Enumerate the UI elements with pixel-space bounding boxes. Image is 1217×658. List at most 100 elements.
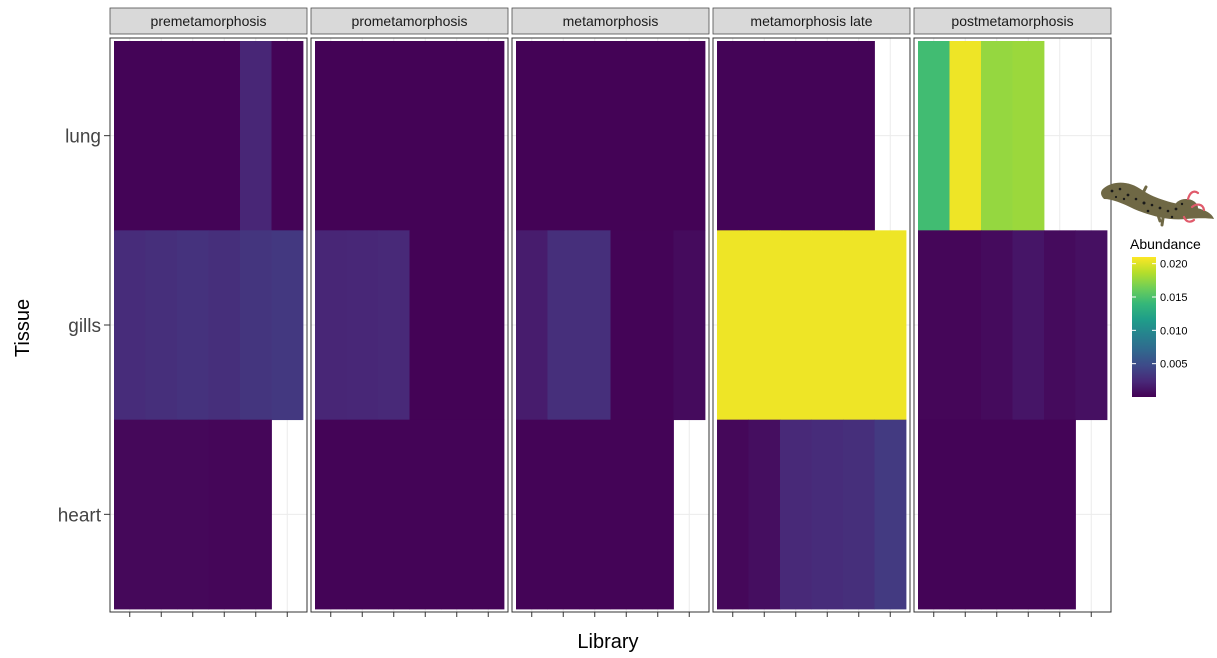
heatmap-cell-heart-2 [748, 419, 781, 610]
y-tick-label-lung: lung [65, 127, 101, 148]
panel-premetamorphosis: premetamorphosis [109, 7, 308, 617]
facet-strip-label: prometamorphosis [352, 13, 468, 29]
facet-strip [712, 7, 911, 35]
panel-border [511, 37, 710, 613]
legend-tick-label: 0.015 [1160, 292, 1188, 304]
heatmap-cell-heart-5 [240, 419, 272, 610]
heatmap-cell-heart-2 [547, 419, 580, 610]
heatmap-cell-lung-4 [610, 41, 643, 231]
legend-tick-label: 0.020 [1160, 259, 1188, 271]
heatmap-cell-gills-1 [114, 230, 146, 421]
heatmap-cell-lung-3 [579, 41, 611, 231]
facet-strip-label: postmetamorphosis [951, 13, 1073, 29]
y-tick-label-heart: heart [58, 505, 102, 526]
x-axis-title: Library [577, 631, 638, 653]
heatmap-cell-lung-3 [981, 41, 1013, 231]
heatmap-cell-gills-3 [177, 230, 209, 421]
heatmap-cell-gills-4 [409, 230, 442, 421]
heatmap-cell-gills-3 [579, 230, 611, 421]
heatmap-cell-gills-4 [208, 230, 241, 421]
heatmap-cell-heart-1 [315, 419, 347, 610]
heatmap-cell-lung-1 [315, 41, 347, 231]
heatmap-cell-lung-5 [240, 41, 272, 231]
heatmap-cell-heart-2 [346, 419, 379, 610]
heatmap-cell-heart-3 [981, 419, 1013, 610]
facet-strip-label: premetamorphosis [151, 13, 267, 29]
heatmap-cell-heart-4 [409, 419, 442, 610]
y-axis: lung gills heart [58, 127, 110, 526]
facet-strip [310, 7, 509, 35]
facet-strip [511, 7, 710, 35]
heatmap-cell-gills-6 [472, 230, 505, 421]
heatmap-cell-lung-6 [271, 41, 304, 231]
heatmap-cell-lung-2 [547, 41, 580, 231]
heatmap-cell-lung-1 [918, 41, 950, 231]
heatmap-cell-heart-4 [208, 419, 241, 610]
heatmap-cell-gills-6 [874, 230, 907, 421]
panel-border [310, 37, 509, 613]
heatmap-cell-lung-2 [346, 41, 379, 231]
heatmap-cell-gills-5 [843, 230, 875, 421]
heatmap-cell-heart-1 [114, 419, 146, 610]
heatmap-cell-lung-3 [780, 41, 812, 231]
heatmap-cell-heart-5 [642, 419, 674, 610]
heatmap-cell-heart-3 [177, 419, 209, 610]
panel-metamorphosis-late: metamorphosis late [712, 7, 911, 617]
heatmap-cell-gills-1 [516, 230, 548, 421]
heatmap-cell-lung-1 [516, 41, 548, 231]
heatmap-cell-lung-6 [673, 41, 706, 231]
heatmap-cell-gills-4 [610, 230, 643, 421]
heatmap-cell-gills-3 [981, 230, 1013, 421]
heatmap-cell-heart-6 [472, 419, 505, 610]
heatmap-cell-heart-3 [579, 419, 611, 610]
heatmap-cell-heart-1 [717, 419, 749, 610]
heatmap-cell-lung-2 [748, 41, 781, 231]
heatmap-cell-heart-4 [610, 419, 643, 610]
y-tick-label-gills: gills [68, 316, 101, 337]
heatmap-cell-lung-1 [717, 41, 749, 231]
heatmap-cell-gills-2 [949, 230, 982, 421]
heatmap-cell-lung-2 [949, 41, 982, 231]
y-axis-title: Tissue [12, 299, 34, 357]
heatmap-cell-lung-5 [843, 41, 875, 231]
facet-panels: premetamorphosis prometamorphosis metamorp… [109, 7, 1112, 617]
facet-strip-label: metamorphosis [563, 13, 659, 29]
heatmap-cell-lung-3 [378, 41, 410, 231]
heatmap-cell-heart-5 [1044, 419, 1076, 610]
heatmap-cell-heart-5 [441, 419, 473, 610]
heatmap-cell-lung-4 [811, 41, 844, 231]
heatmap-cell-gills-6 [1075, 230, 1108, 421]
heatmap-cell-gills-2 [547, 230, 580, 421]
heatmap-cell-heart-1 [516, 419, 548, 610]
heatmap-cell-heart-2 [145, 419, 178, 610]
heatmap-cell-lung-5 [441, 41, 473, 231]
heatmap-cell-gills-1 [315, 230, 347, 421]
facet-strip [913, 7, 1112, 35]
heatmap-cell-gills-5 [1044, 230, 1076, 421]
heatmap-cell-heart-2 [949, 419, 982, 610]
heatmap-cell-gills-5 [642, 230, 674, 421]
legend-tick-label: 0.005 [1160, 359, 1188, 371]
legend-tick-label: 0.010 [1160, 325, 1188, 337]
heatmap-cell-lung-3 [177, 41, 209, 231]
facet-strip-label: metamorphosis late [750, 13, 872, 29]
heatmap-cell-gills-5 [240, 230, 272, 421]
heatmap-cell-lung-6 [472, 41, 505, 231]
abundance-legend: Abundance 0.020 0.015 0.010 0.005 [1130, 236, 1201, 397]
panel-postmetamorphosis: postmetamorphosis [913, 7, 1112, 617]
heatmap-cell-heart-3 [378, 419, 410, 610]
salamander-icon [1101, 182, 1214, 227]
heatmap-cell-lung-2 [145, 41, 178, 231]
heatmap-cell-gills-3 [378, 230, 410, 421]
panel-metamorphosis: metamorphosis [511, 7, 710, 617]
heatmap-cell-heart-6 [874, 419, 907, 610]
panel-border [913, 37, 1112, 613]
heatmap-cell-heart-3 [780, 419, 812, 610]
heatmap-cell-gills-6 [271, 230, 304, 421]
heatmap-cell-gills-2 [145, 230, 178, 421]
heatmap-cell-lung-1 [114, 41, 146, 231]
heatmap-cell-gills-6 [673, 230, 706, 421]
legend-ticks: 0.020 0.015 0.010 0.005 [1132, 259, 1188, 371]
heatmap-cell-heart-5 [843, 419, 875, 610]
